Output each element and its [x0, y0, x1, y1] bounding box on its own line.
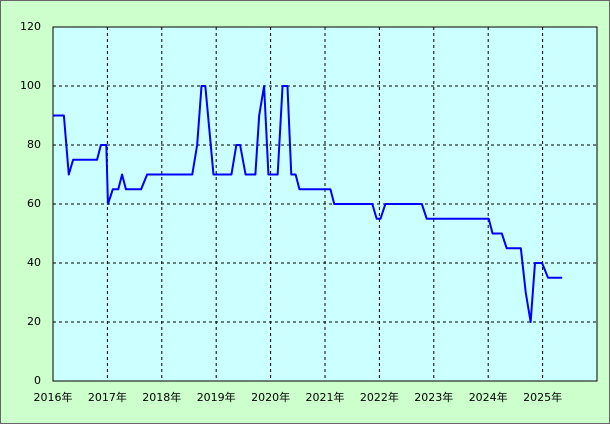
x-tick-label: 2021年: [306, 390, 345, 404]
y-tick-label: 100: [20, 79, 41, 92]
y-tick-label: 80: [27, 138, 41, 151]
x-tick-label: 2022年: [360, 390, 399, 404]
y-tick-label: 60: [27, 197, 41, 210]
x-tick-label: 2023年: [414, 390, 453, 404]
x-tick-label: 2024年: [469, 390, 508, 404]
x-tick-label: 2025年: [523, 390, 562, 404]
x-tick-label: 2019年: [197, 390, 236, 404]
x-tick-label: 2020年: [251, 390, 290, 404]
plot-border: [52, 26, 598, 382]
x-tick-label: 2017年: [88, 390, 127, 404]
y-tick-label: 20: [27, 315, 41, 328]
data-line: [53, 85, 563, 323]
y-tick-label: 40: [27, 256, 41, 269]
y-tick-label: 0: [34, 374, 41, 387]
y-tick-label: 120: [20, 20, 41, 33]
x-tick-label: 2016年: [34, 390, 73, 404]
x-tick-label: 2018年: [142, 390, 181, 404]
